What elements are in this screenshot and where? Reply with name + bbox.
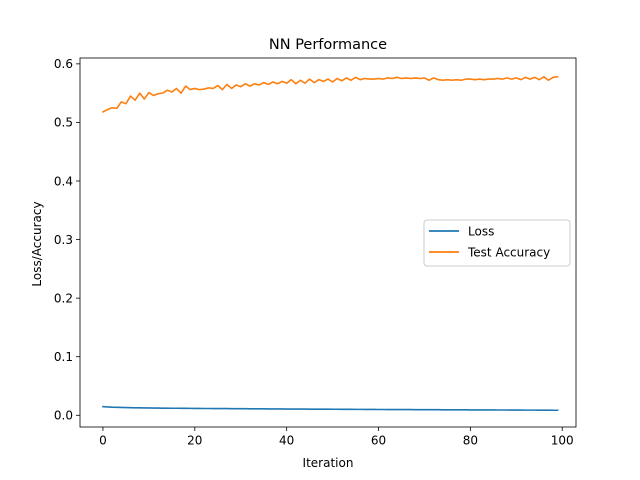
y-tick-label: 0.6 xyxy=(54,57,73,71)
y-tick-label: 0.3 xyxy=(54,233,73,247)
legend: Loss Test Accuracy xyxy=(423,219,571,267)
y-axis-title: Loss/Accuracy xyxy=(30,201,44,286)
x-tick-label: 20 xyxy=(187,434,202,448)
y-tick-label: 0.0 xyxy=(54,409,73,423)
legend-box xyxy=(423,219,571,267)
y-tick-label: 0.2 xyxy=(54,291,73,305)
legend-label-test-accuracy: Test Accuracy xyxy=(467,246,550,260)
test-accuracy-line xyxy=(101,75,559,113)
legend-label-loss: Loss xyxy=(468,225,494,239)
axes-frame xyxy=(79,57,577,428)
loss-line xyxy=(102,405,559,412)
x-axis-ticks: 0 20 40 60 80 100 xyxy=(99,427,574,448)
x-axis-title: Iteration xyxy=(303,456,354,470)
x-tick-label: 40 xyxy=(279,434,294,448)
y-tick-label: 0.1 xyxy=(54,350,73,364)
x-tick-label: 80 xyxy=(463,434,478,448)
y-tick-label: 0.4 xyxy=(54,174,73,188)
y-axis-ticks: 0.0 0.1 0.2 0.3 0.4 0.5 0.6 xyxy=(54,57,80,423)
x-tick-label: 0 xyxy=(99,434,107,448)
y-tick-label: 0.5 xyxy=(54,116,73,130)
series-layer xyxy=(79,57,577,428)
x-tick-label: 60 xyxy=(371,434,386,448)
chart-title: NN Performance xyxy=(269,37,387,53)
x-tick-label: 100 xyxy=(551,434,574,448)
